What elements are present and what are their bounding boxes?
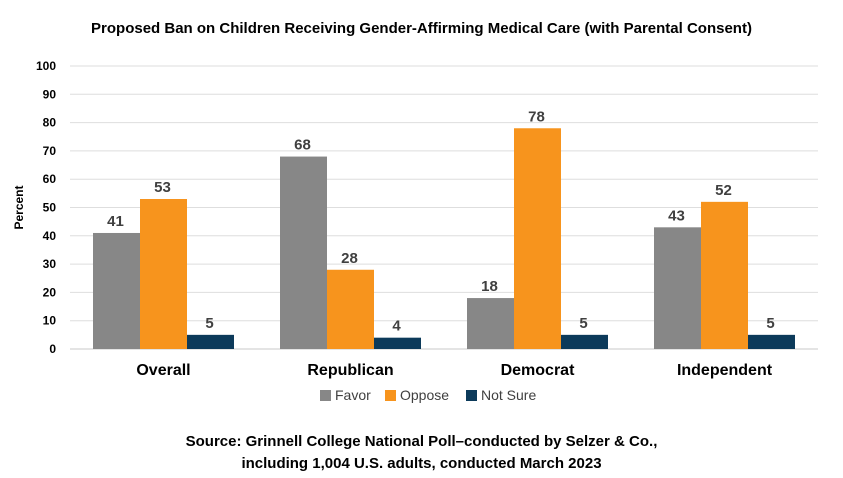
y-tick-label: 10 [43,314,57,328]
bar-oppose [514,128,561,349]
data-label: 5 [766,315,774,332]
bar-not-sure [561,334,608,349]
legend-swatch [385,390,396,401]
bar-oppose [701,201,748,349]
bar-not-sure [187,334,234,349]
y-tick-label: 100 [36,59,56,73]
data-label: 52 [715,182,732,199]
legend-label: Not Sure [481,387,536,403]
data-label: 78 [528,108,545,125]
bar-favor [467,298,514,349]
y-tick-label: 60 [43,172,57,186]
source-note: Source: Grinnell College National Poll–c… [0,431,843,475]
source-line-2: including 1,004 U.S. adults, conducted M… [241,455,602,472]
legend-label: Oppose [400,387,449,403]
source-line-1: Source: Grinnell College National Poll–c… [185,433,658,450]
data-label: 28 [341,250,358,267]
data-label: 5 [205,315,213,332]
y-tick-label: 0 [49,342,56,356]
y-tick-label: 50 [43,201,57,215]
data-label: 4 [392,318,401,335]
data-label: 5 [579,315,587,332]
legend-swatch [320,390,331,401]
y-tick-label: 80 [43,116,57,130]
legend-swatch [466,390,477,401]
bar-not-sure [374,337,421,349]
y-tick-label: 30 [43,257,57,271]
data-label: 43 [668,207,685,224]
bar-oppose [140,199,187,349]
category-label: Republican [307,362,393,379]
y-tick-label: 70 [43,144,57,158]
bar-not-sure [748,334,795,349]
bar-favor [654,227,701,349]
category-label: Independent [677,362,773,379]
y-axis-label: Percent [12,185,26,229]
data-label: 68 [294,137,311,154]
chart-title: Proposed Ban on Children Receiving Gende… [91,20,752,37]
category-label: Democrat [501,362,575,379]
bar-favor [280,156,327,349]
bar-chart: 0 10 20 30 40 50 60 70 80 90 100 Percent 41 53 5 Overal… [12,59,818,403]
data-label: 18 [481,278,498,295]
data-label: 53 [154,179,171,196]
category-label: Overall [136,362,190,379]
y-tick-label: 90 [43,87,57,101]
y-tick-label: 20 [43,285,57,299]
y-tick-label: 40 [43,229,57,243]
bar-oppose [327,269,374,349]
legend-label: Favor [335,387,371,403]
data-label: 41 [107,213,124,230]
bar-favor [93,232,140,349]
